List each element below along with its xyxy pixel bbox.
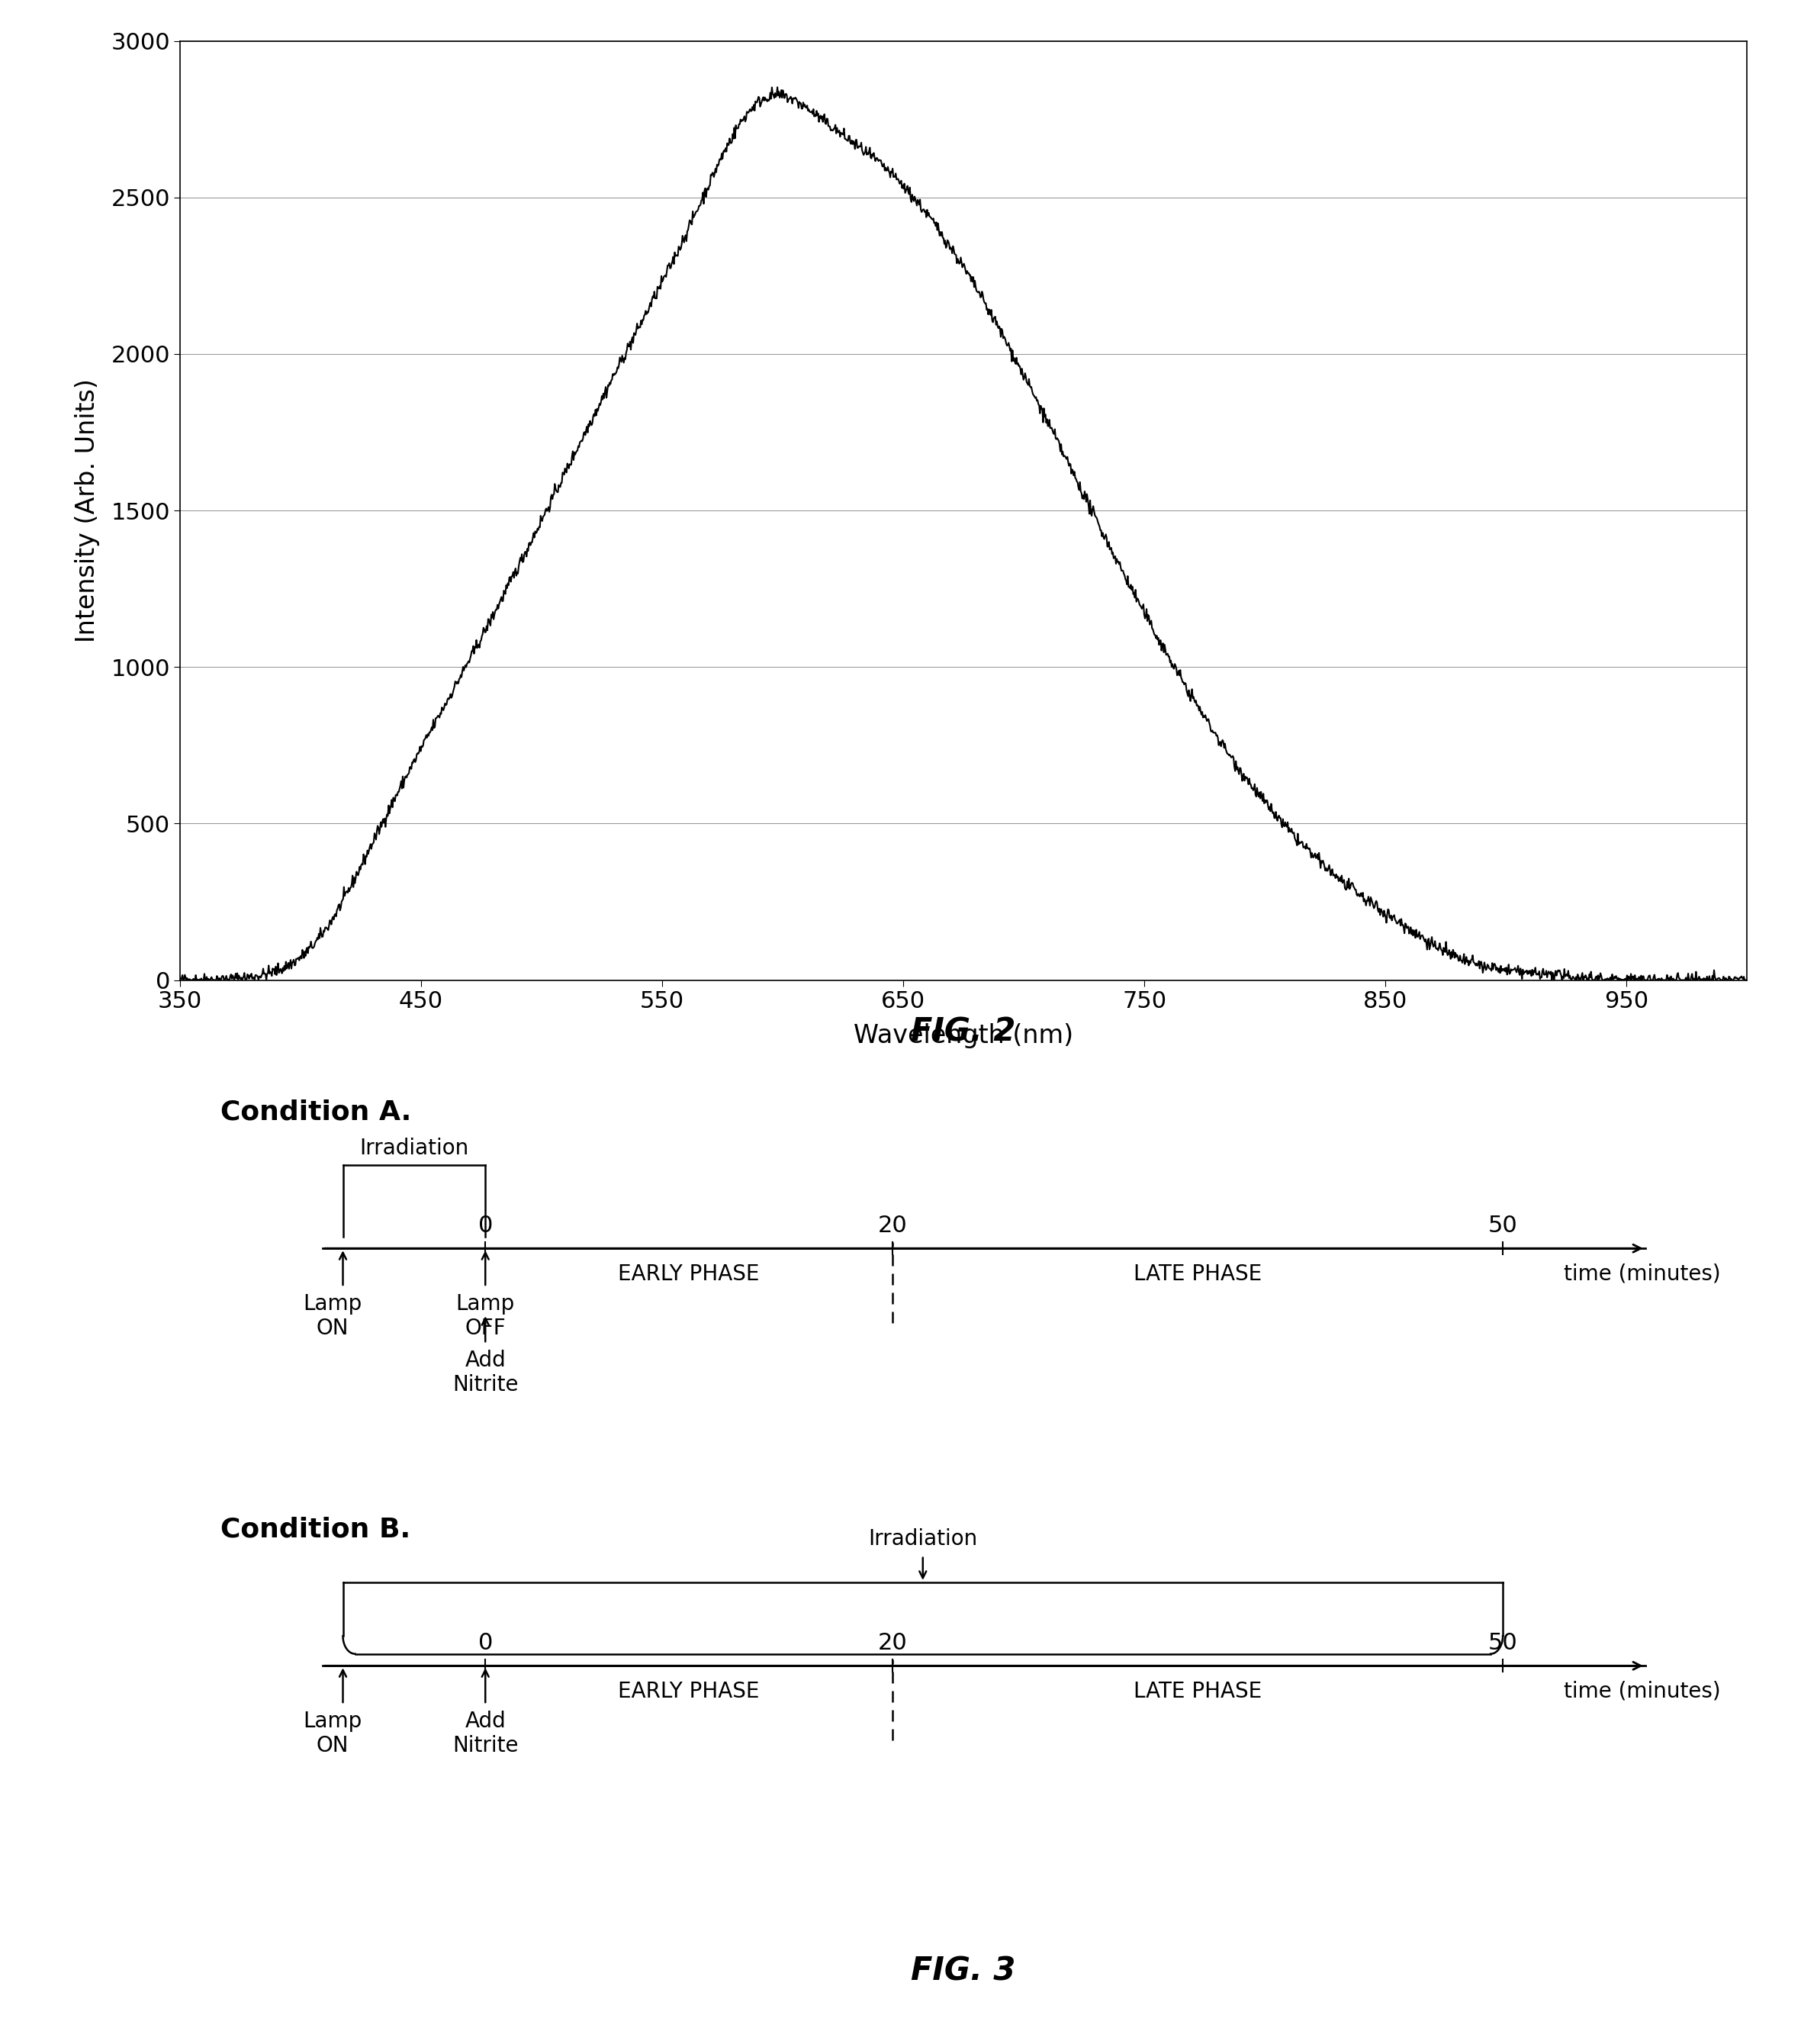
Text: 20: 20 [877,1214,908,1237]
Text: Lamp
ON: Lamp ON [303,1294,362,1339]
Text: Condition A.: Condition A. [222,1100,412,1126]
Text: Lamp
OFF: Lamp OFF [456,1294,515,1339]
Text: Irradiation: Irradiation [868,1529,978,1549]
Text: LATE PHASE: LATE PHASE [1133,1263,1263,1284]
Text: time (minutes): time (minutes) [1563,1680,1720,1703]
Text: EARLY PHASE: EARLY PHASE [618,1263,760,1284]
Text: Lamp
ON: Lamp ON [303,1711,362,1756]
Text: 20: 20 [877,1631,908,1654]
Text: Add
Nitrite: Add Nitrite [452,1711,519,1756]
Text: EARLY PHASE: EARLY PHASE [618,1680,760,1703]
Text: 50: 50 [1488,1631,1518,1654]
Text: 0: 0 [477,1631,493,1654]
Text: FIG. 3: FIG. 3 [911,1956,1016,1987]
Text: time (minutes): time (minutes) [1563,1263,1720,1284]
Text: LATE PHASE: LATE PHASE [1133,1680,1263,1703]
Text: FIG. 2: FIG. 2 [911,1016,1016,1049]
X-axis label: Wavelength (nm): Wavelength (nm) [854,1022,1073,1049]
Text: 0: 0 [477,1214,493,1237]
Text: Add
Nitrite: Add Nitrite [452,1349,519,1396]
Text: 50: 50 [1488,1214,1518,1237]
Y-axis label: Intensity (Arb. Units): Intensity (Arb. Units) [76,378,101,642]
Text: Condition B.: Condition B. [222,1517,411,1543]
Text: Irradiation: Irradiation [360,1139,468,1159]
